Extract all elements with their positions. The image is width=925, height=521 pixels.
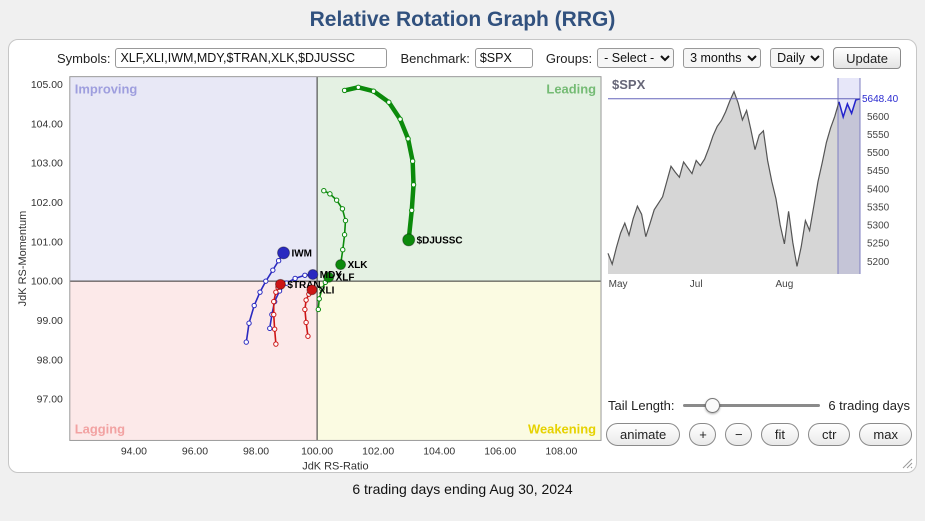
zoom-out-button[interactable]: − — [725, 423, 752, 446]
svg-text:5300: 5300 — [867, 221, 890, 232]
tail-length-value: 6 trading days — [828, 397, 910, 413]
svg-text:100.00: 100.00 — [31, 277, 63, 288]
rrg-chart[interactable]: Improving Leading Lagging Weakening 94.00 96.… — [13, 72, 606, 472]
fit-button[interactable]: fit — [760, 423, 799, 446]
ctr-button[interactable]: ctr — [807, 423, 851, 446]
svg-text:Leading: Leading — [546, 82, 596, 97]
groups-label: Groups: — [545, 50, 593, 66]
groups-select[interactable]: - Select - — [597, 48, 675, 68]
zoom-in-button[interactable]: + — [689, 423, 717, 446]
svg-text:97.00: 97.00 — [37, 395, 63, 406]
symbols-input[interactable] — [115, 48, 388, 68]
chart-buttons-row: animate + − fit ctr max — [606, 423, 912, 446]
tail-XLK[interactable]: XLK — [321, 188, 369, 272]
svg-text:5500: 5500 — [867, 148, 890, 159]
svg-text:5450: 5450 — [867, 166, 890, 177]
svg-text:98.00: 98.00 — [243, 446, 269, 457]
interval-select[interactable]: Daily — [770, 48, 825, 68]
spx-mini-chart[interactable]: 5648.40 5600 5550 5500 5450 5400 5350 5300 5250 5… — [606, 72, 912, 290]
svg-text:98.00: 98.00 — [37, 355, 63, 366]
svg-text:JdK RS-Ratio: JdK RS-Ratio — [302, 460, 368, 472]
tail-length-slider[interactable] — [682, 397, 821, 413]
svg-text:IWM: IWM — [291, 248, 311, 259]
main-area: Improving Leading Lagging Weakening 94.00 96.… — [13, 72, 912, 472]
quadrant-weakening — [317, 281, 602, 441]
svg-text:99.00: 99.00 — [37, 316, 63, 327]
svg-text:Aug: Aug — [776, 279, 794, 290]
resize-grip-icon — [902, 458, 913, 469]
side-panel: 5648.40 5600 5550 5500 5450 5400 5350 5300 5250 5… — [606, 72, 912, 472]
tail-XLI[interactable]: XLI — [302, 284, 335, 339]
spacer — [606, 290, 912, 397]
slider-knob[interactable] — [704, 398, 720, 413]
tail-$TRAN[interactable]: $TRAN — [271, 278, 321, 347]
svg-text:$DJUSSC: $DJUSSC — [417, 235, 463, 246]
svg-text:108.00: 108.00 — [545, 446, 577, 457]
svg-text:$TRAN: $TRAN — [287, 280, 320, 291]
svg-text:96.00: 96.00 — [182, 446, 208, 457]
svg-text:5250: 5250 — [867, 239, 890, 250]
svg-text:MDY: MDY — [320, 270, 342, 281]
benchmark-label: Benchmark: — [400, 50, 470, 66]
svg-text:5350: 5350 — [867, 202, 890, 213]
svg-text:105.00: 105.00 — [31, 80, 63, 91]
svg-text:5400: 5400 — [867, 184, 890, 195]
quadrant-improving — [69, 76, 318, 282]
tail-$DJUSSC[interactable]: $DJUSSC — [341, 84, 463, 246]
svg-text:XLK: XLK — [348, 260, 369, 271]
quadrant-leading — [317, 76, 602, 282]
svg-text:XLI: XLI — [319, 285, 335, 296]
tail-selection-band[interactable] — [838, 78, 860, 274]
tail-length-label: Tail Length: — [608, 397, 675, 413]
symbols-label: Symbols: — [57, 50, 111, 66]
update-button[interactable]: Update — [833, 47, 902, 69]
svg-text:104.00: 104.00 — [31, 119, 63, 130]
svg-text:XLF: XLF — [336, 273, 355, 284]
svg-text:102.00: 102.00 — [362, 446, 394, 457]
svg-text:JdK RS-Momentum: JdK RS-Momentum — [17, 211, 29, 307]
benchmark-input[interactable] — [474, 48, 533, 68]
svg-text:94.00: 94.00 — [121, 446, 147, 457]
svg-text:101.00: 101.00 — [31, 237, 63, 248]
svg-text:May: May — [609, 279, 628, 290]
rrg-panel: Symbols: Benchmark: Groups: - Select - 3… — [8, 39, 917, 473]
tail-IWM[interactable]: IWM — [243, 246, 312, 345]
tail-XLF[interactable]: XLF — [315, 271, 355, 313]
resize-handle[interactable] — [901, 457, 913, 469]
slider-track[interactable] — [682, 404, 821, 407]
period-select[interactable]: 3 months — [683, 48, 762, 68]
animate-button[interactable]: animate — [606, 423, 681, 446]
svg-text:5200: 5200 — [867, 257, 890, 268]
page-title: Relative Rotation Graph (RRG) — [309, 8, 616, 31]
svg-text:Improving: Improving — [75, 82, 138, 97]
svg-text:Lagging: Lagging — [75, 421, 125, 436]
svg-text:104.00: 104.00 — [423, 446, 455, 457]
svg-text:5550: 5550 — [867, 130, 890, 141]
toolbar: Symbols: Benchmark: Groups: - Select - 3… — [13, 44, 912, 72]
tail-length-row: Tail Length: 6 trading days — [606, 397, 912, 413]
svg-text:100.00: 100.00 — [301, 446, 333, 457]
svg-text:Jul: Jul — [690, 279, 703, 290]
benchmark-chart-title: $SPX — [612, 77, 646, 92]
svg-text:5600: 5600 — [867, 112, 890, 123]
svg-text:102.00: 102.00 — [31, 198, 63, 209]
last-price-label: 5648.40 — [862, 94, 899, 105]
svg-text:Weakening: Weakening — [528, 421, 596, 436]
svg-text:106.00: 106.00 — [484, 446, 516, 457]
svg-text:103.00: 103.00 — [31, 159, 63, 170]
footer-caption: 6 trading days ending Aug 30, 2024 — [352, 481, 573, 497]
quadrant-lagging — [69, 281, 318, 441]
max-button[interactable]: max — [859, 423, 912, 446]
